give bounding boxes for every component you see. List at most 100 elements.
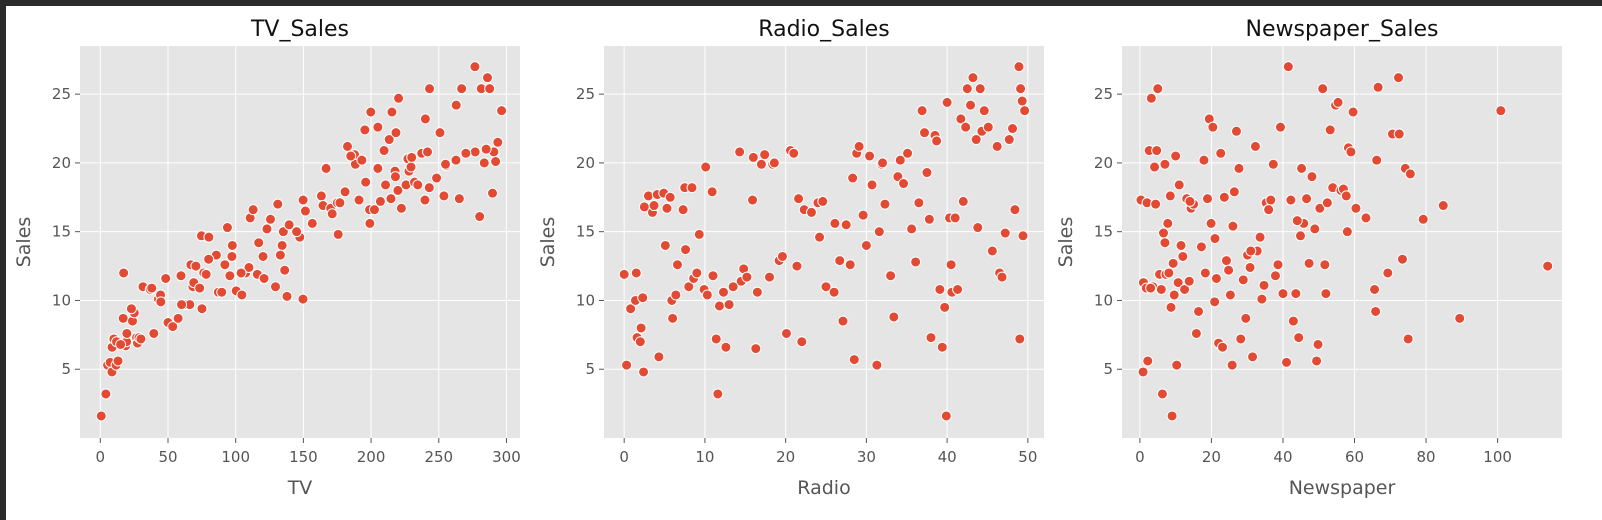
data-point [941, 96, 953, 108]
data-point [490, 156, 502, 168]
y-tick-label: 20 [576, 154, 595, 172]
data-point [1287, 315, 1299, 327]
data-point [986, 245, 998, 257]
data-point [1370, 305, 1382, 317]
y-tick-label: 15 [576, 223, 595, 241]
data-point [1183, 275, 1195, 287]
data-point [791, 260, 803, 272]
data-point [148, 327, 160, 339]
data-point [1150, 198, 1162, 210]
data-point [1311, 355, 1323, 367]
data-point [960, 121, 972, 133]
data-point [326, 208, 338, 220]
data-point [844, 259, 856, 271]
data-point [847, 172, 859, 184]
data-point [1369, 283, 1381, 295]
chart-title: Newspaper_Sales [1246, 17, 1439, 42]
data-point [1240, 312, 1252, 324]
data-point [1437, 200, 1449, 212]
data-point [1360, 212, 1372, 224]
plot-area [604, 46, 1044, 438]
data-point [419, 194, 431, 206]
data-point [196, 303, 208, 315]
data-point [885, 270, 897, 282]
data-point [925, 332, 937, 344]
data-point [717, 286, 729, 298]
data-point [453, 193, 465, 205]
data-point [1003, 134, 1015, 146]
y-axis-label: Sales [537, 217, 559, 268]
data-point [243, 261, 255, 273]
data-point [648, 200, 660, 212]
data-point [175, 270, 187, 282]
data-point [634, 336, 646, 348]
data-point [438, 190, 450, 202]
data-point [339, 186, 351, 198]
data-point [1137, 366, 1149, 378]
data-point [1274, 121, 1286, 133]
data-point [788, 147, 800, 159]
data-point [768, 157, 780, 169]
data-point [680, 244, 692, 256]
data-point [661, 202, 673, 214]
data-point [864, 150, 876, 162]
data-point [1209, 296, 1221, 308]
x-tick-label: 40 [1273, 448, 1292, 466]
data-point [967, 72, 979, 84]
data-point [1205, 217, 1217, 229]
data-point [686, 182, 698, 194]
data-point [1372, 81, 1384, 93]
data-point [261, 223, 273, 235]
data-point [814, 231, 826, 243]
data-point [360, 176, 372, 188]
data-point [200, 268, 212, 280]
data-point [359, 124, 371, 136]
data-point [1164, 190, 1176, 202]
data-point [1218, 191, 1230, 203]
x-tick-label: 20 [1202, 448, 1221, 466]
data-point [936, 341, 948, 353]
data-point [653, 351, 665, 363]
data-point [1542, 260, 1554, 272]
y-axis-label: Sales [1055, 217, 1077, 268]
data-point [1301, 193, 1313, 205]
data-point [315, 190, 327, 202]
x-tick-label: 20 [776, 448, 795, 466]
y-tick-label: 25 [1094, 85, 1113, 103]
data-point [671, 259, 683, 271]
data-point [112, 355, 124, 367]
y-tick-label: 25 [52, 85, 71, 103]
scatter-figure: 0 50 100 150 200 250 300510152025TV_SalesTVSal… [13, 17, 1562, 499]
x-tick-label: 0 [619, 448, 629, 466]
data-point [965, 99, 977, 111]
data-point [368, 204, 380, 216]
data-point [482, 72, 494, 84]
data-point [1263, 204, 1275, 216]
data-point [919, 127, 931, 139]
data-point [372, 121, 384, 133]
data-point [1220, 255, 1232, 267]
data-point [952, 283, 964, 295]
data-point [1332, 96, 1344, 108]
data-point [659, 239, 671, 251]
data-point [1235, 333, 1247, 345]
data-point [701, 289, 713, 301]
data-point [664, 191, 676, 203]
data-point [713, 300, 725, 312]
data-point [440, 158, 452, 170]
data-point [1201, 193, 1213, 205]
data-point [1285, 194, 1297, 206]
data-point [364, 217, 376, 229]
data-point [712, 388, 724, 400]
data-point [1198, 154, 1210, 166]
data-point [957, 195, 969, 207]
data-point [1014, 333, 1026, 345]
data-point [226, 239, 238, 251]
data-point [1296, 162, 1308, 174]
data-point [1341, 226, 1353, 238]
data-point [677, 204, 689, 216]
data-point [751, 286, 763, 298]
data-point [216, 286, 228, 298]
data-point [970, 134, 982, 146]
x-tick-label: 250 [424, 448, 453, 466]
